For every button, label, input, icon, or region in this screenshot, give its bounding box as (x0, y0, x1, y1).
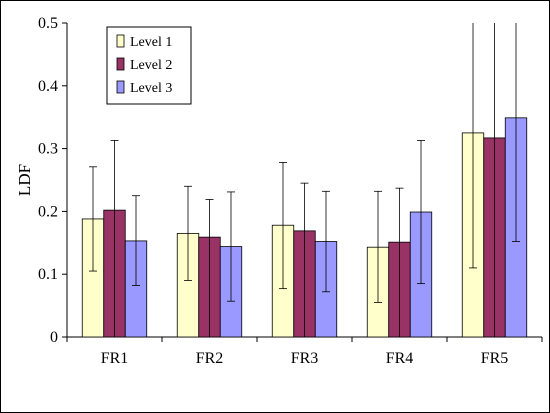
y-tick-label: 0.2 (38, 203, 58, 220)
y-tick-label: 0.5 (38, 15, 58, 32)
x-tick-label: FR2 (196, 350, 224, 367)
legend-swatch (116, 34, 125, 48)
x-tick-label: FR5 (481, 350, 509, 367)
x-tick-label: FR3 (291, 350, 319, 367)
legend-label: Level 1 (130, 35, 172, 50)
legend-swatch (116, 80, 125, 94)
plot-area: 0 0.1 0.2 0.3 0.4 0.5 FR1 FR2 FR3 FR4 FR5 (38, 15, 543, 367)
y-tick-label: 0 (50, 329, 58, 346)
legend-label: Level 3 (130, 81, 172, 96)
x-tick-label: FR4 (386, 350, 414, 367)
legend-label: Level 2 (130, 58, 172, 73)
y-tick-label: 0.3 (38, 141, 58, 158)
x-tick-label: FR1 (101, 350, 129, 367)
legend: Level 1 Level 2 Level 3 (106, 26, 192, 105)
y-axis-title: LDF (15, 164, 34, 196)
y-tick-label: 0.1 (38, 266, 58, 283)
legend-swatch (116, 57, 125, 71)
y-tick-label: 0.4 (38, 78, 58, 95)
